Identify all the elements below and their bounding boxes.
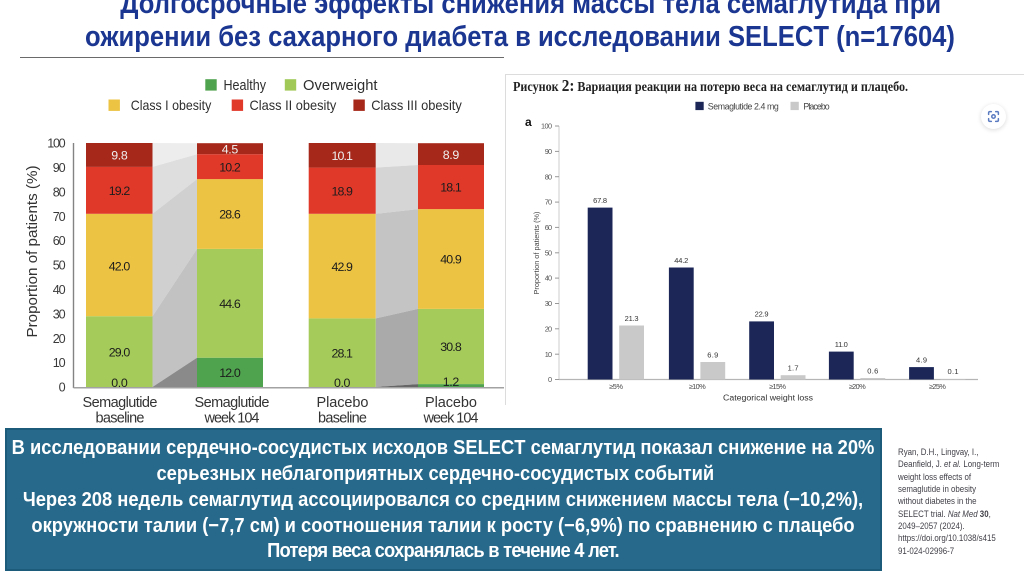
svg-text:50: 50 — [545, 248, 552, 257]
svg-text:28.1: 28.1 — [331, 346, 353, 360]
svg-text:44.2: 44.2 — [674, 256, 688, 265]
svg-text:60: 60 — [53, 234, 66, 248]
svg-text:10.1: 10.1 — [331, 149, 353, 163]
svg-text:week 104: week 104 — [423, 411, 479, 427]
svg-text:≥10%: ≥10% — [689, 382, 707, 391]
svg-text:Semaglutide: Semaglutide — [195, 395, 270, 411]
svg-text:30: 30 — [545, 299, 552, 308]
svg-text:10.2: 10.2 — [219, 160, 241, 174]
svg-text:70: 70 — [53, 210, 66, 224]
svg-text:100: 100 — [541, 122, 552, 131]
svg-text:Placebo: Placebo — [317, 395, 369, 411]
svg-text:8.9: 8.9 — [443, 148, 460, 162]
svg-text:80: 80 — [53, 185, 66, 199]
svg-text:9.8: 9.8 — [111, 149, 128, 163]
svg-text:0.1: 0.1 — [948, 367, 959, 376]
svg-text:Semaglutide 2.4 mg: Semaglutide 2.4 mg — [708, 101, 779, 111]
svg-text:29.0: 29.0 — [109, 345, 131, 359]
svg-text:6.9: 6.9 — [707, 350, 718, 359]
svg-text:0.0: 0.0 — [334, 376, 351, 390]
svg-text:80: 80 — [545, 172, 552, 181]
svg-text:30.8: 30.8 — [440, 340, 462, 354]
svg-text:20: 20 — [53, 332, 66, 346]
svg-text:1.7: 1.7 — [788, 364, 799, 373]
svg-text:≥25%: ≥25% — [929, 382, 947, 391]
svg-text:90: 90 — [53, 161, 66, 175]
svg-text:0.6: 0.6 — [867, 367, 878, 376]
svg-text:30: 30 — [53, 307, 66, 321]
svg-text:≥20%: ≥20% — [849, 382, 867, 391]
svg-text:4.9: 4.9 — [916, 355, 927, 364]
svg-text:Overweight: Overweight — [303, 78, 378, 94]
svg-text:Proportion of patients (%): Proportion of patients (%) — [532, 212, 541, 295]
svg-text:Class III obesity: Class III obesity — [371, 98, 462, 113]
svg-text:11.0: 11.0 — [835, 340, 848, 349]
svg-text:Class II obesity: Class II obesity — [250, 98, 337, 113]
svg-text:Categorical weight loss: Categorical weight loss — [723, 394, 813, 403]
svg-text:28.6: 28.6 — [219, 208, 241, 222]
svg-text:22.9: 22.9 — [755, 310, 769, 319]
svg-text:40.9: 40.9 — [440, 253, 462, 267]
svg-text:18.9: 18.9 — [331, 185, 353, 199]
svg-text:Proportion of patients (%): Proportion of patients (%) — [25, 166, 41, 338]
svg-text:70: 70 — [545, 198, 552, 207]
svg-text:90: 90 — [545, 147, 552, 156]
svg-text:42.9: 42.9 — [331, 260, 353, 274]
svg-text:21.3: 21.3 — [625, 314, 639, 323]
svg-text:≥5%: ≥5% — [609, 382, 624, 391]
svg-text:baseline: baseline — [318, 411, 367, 427]
svg-text:4.5: 4.5 — [222, 142, 239, 156]
svg-text:50: 50 — [53, 259, 66, 273]
svg-text:44.6: 44.6 — [219, 297, 241, 311]
svg-text:Semaglutide: Semaglutide — [83, 395, 158, 411]
svg-text:67.8: 67.8 — [593, 196, 607, 205]
svg-text:1.2: 1.2 — [443, 375, 460, 389]
svg-text:0: 0 — [59, 381, 66, 395]
svg-text:10: 10 — [545, 350, 552, 359]
svg-text:Placebo: Placebo — [803, 101, 829, 111]
svg-text:40: 40 — [545, 274, 552, 283]
svg-text:10: 10 — [53, 356, 66, 370]
svg-text:Class I obesity: Class I obesity — [131, 98, 212, 113]
svg-text:0: 0 — [548, 375, 552, 384]
svg-text:20: 20 — [545, 324, 552, 333]
svg-text:week 104: week 104 — [204, 411, 260, 427]
svg-text:0.0: 0.0 — [111, 376, 128, 390]
svg-text:baseline: baseline — [96, 411, 145, 427]
svg-text:18.1: 18.1 — [440, 181, 462, 195]
svg-text:Healthy: Healthy — [224, 78, 267, 94]
svg-text:≥15%: ≥15% — [769, 382, 787, 391]
svg-text:100: 100 — [47, 137, 66, 151]
svg-text:40: 40 — [53, 283, 66, 297]
svg-text:19.2: 19.2 — [109, 184, 131, 198]
svg-text:60: 60 — [545, 223, 552, 232]
svg-text:Placebo: Placebo — [425, 395, 477, 411]
svg-text:12.0: 12.0 — [219, 366, 241, 380]
svg-text:42.0: 42.0 — [109, 260, 131, 274]
